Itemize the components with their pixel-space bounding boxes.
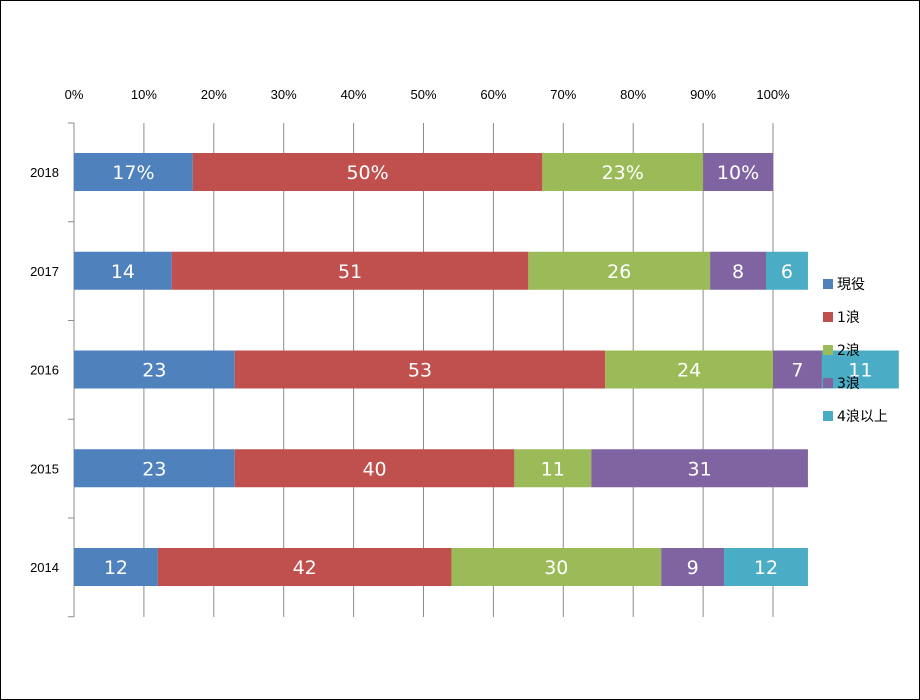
y-category-label: 2015 <box>30 461 59 476</box>
x-tick-label: 30% <box>271 87 297 102</box>
legend-swatch <box>823 345 833 355</box>
bar-segment <box>234 350 606 389</box>
data-label: 12 <box>104 557 128 579</box>
bar-segment <box>703 153 773 191</box>
bar-segment <box>773 350 822 389</box>
data-label: 14 <box>111 261 135 283</box>
legend-swatch <box>823 279 833 289</box>
data-label: 24 <box>677 360 701 382</box>
legend: 現役 1浪 2浪 3浪 4浪以上 <box>823 277 888 425</box>
bar-segment <box>766 251 808 290</box>
data-label: 23 <box>142 458 166 480</box>
legend-label: 2浪 <box>837 343 860 359</box>
bar-segment <box>74 548 158 586</box>
x-tick-label: 20% <box>201 87 227 102</box>
bar-segment <box>542 153 704 191</box>
legend-swatch <box>823 312 833 322</box>
bar-segment <box>74 251 172 290</box>
data-label: 30 <box>544 557 568 579</box>
data-label: 11 <box>848 360 872 382</box>
bar-segment <box>661 548 725 586</box>
data-label: 11 <box>541 458 565 480</box>
legend-label: 現役 <box>837 277 865 293</box>
data-label: 23% <box>602 162 644 184</box>
legend-label: 4浪以上 <box>837 409 888 425</box>
bar-segment <box>821 350 899 389</box>
data-label: 23 <box>142 360 166 382</box>
bar-segment <box>724 548 808 586</box>
y-category-label: 2016 <box>30 363 59 378</box>
legend-label: 1浪 <box>837 310 860 326</box>
bar-segment <box>234 449 515 488</box>
x-tick-label: 70% <box>550 87 576 102</box>
bar-segment <box>74 449 235 488</box>
data-label: 42 <box>293 557 317 579</box>
data-label: 8 <box>732 261 744 283</box>
x-tick-label: 80% <box>620 87 646 102</box>
data-label: 53 <box>408 360 432 382</box>
bar-segment <box>192 153 543 191</box>
bar-segment <box>74 350 235 389</box>
bar-segment <box>171 251 529 290</box>
data-label: 17% <box>112 162 154 184</box>
legend-swatch <box>823 411 833 421</box>
bar-segment <box>710 251 767 290</box>
data-label: 10% <box>717 162 759 184</box>
x-tick-label: 50% <box>410 87 436 102</box>
data-label: 6 <box>781 261 793 283</box>
legend-label: 3浪 <box>837 376 860 392</box>
data-label: 7 <box>791 360 803 382</box>
bars: 17% 50% 23% 10% 14 51 26 8 6 23 53 24 7 11 23 40 11 31 12 4… <box>74 153 899 586</box>
x-tick-label: 60% <box>480 87 506 102</box>
x-tick-label: 0% <box>65 87 84 102</box>
y-category-label: 2014 <box>30 560 59 575</box>
bar-segment <box>157 548 452 586</box>
data-label: 50% <box>346 162 388 184</box>
x-tick-label: 40% <box>341 87 367 102</box>
data-label: 9 <box>687 557 699 579</box>
legend-swatch <box>823 378 833 388</box>
y-category-label: 2018 <box>30 165 59 180</box>
y-category-label: 2017 <box>30 264 59 279</box>
x-tick-label: 10% <box>131 87 157 102</box>
bar-segment <box>451 548 662 586</box>
data-label: 40 <box>362 458 386 480</box>
x-tick-label: 100% <box>756 87 790 102</box>
bar-segment <box>528 251 711 290</box>
bar-segment <box>514 449 592 488</box>
data-label: 31 <box>688 458 712 480</box>
bar-segment <box>74 153 193 191</box>
bar-segment <box>591 449 808 488</box>
data-label: 26 <box>607 261 631 283</box>
bar-segment <box>605 350 773 389</box>
x-tick-label: 90% <box>690 87 716 102</box>
data-label: 51 <box>338 261 362 283</box>
data-label: 12 <box>754 557 778 579</box>
